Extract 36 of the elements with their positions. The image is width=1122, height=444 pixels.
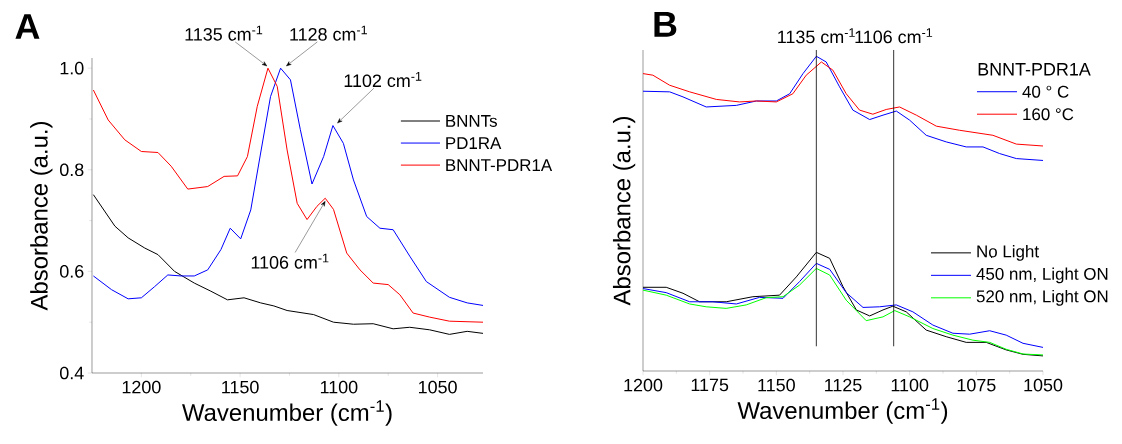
- legend-title: BNNT-PDR1A: [978, 63, 1091, 76]
- chart-title: B: [654, 11, 677, 37]
- y-tick-label: 0.8: [60, 163, 84, 177]
- y-axis-title: Absorbance (a.u.): [612, 116, 636, 306]
- x-tick-label: 1125: [825, 378, 862, 392]
- x-tick-label: 1100: [320, 380, 358, 394]
- annotation: 1102 cm$^{-1}$: [344, 72, 422, 88]
- legend-label: 450 nm, Light ON: [976, 267, 1108, 284]
- chart-title: A: [15, 14, 40, 39]
- x-tick-label: 1150: [222, 380, 259, 394]
- x-tick-label: 1200: [624, 378, 663, 392]
- y-tick-label: 1.0: [60, 61, 84, 75]
- y-tick-label: 0.4: [60, 366, 84, 380]
- legend-label: 40 ° C: [1022, 85, 1069, 98]
- legend-label: BNNTs: [446, 115, 497, 127]
- legend-label: PD1RA: [446, 137, 502, 149]
- legend-label: BNNT-PDR1A: [446, 159, 553, 171]
- x-tick-label: 1200: [122, 380, 161, 394]
- x-axis-title: Wavenumber (cm$^{-1}$): [737, 398, 948, 424]
- annotation: 1135 cm$^{-1}$: [185, 25, 263, 41]
- x-tick-label: 1075: [957, 378, 996, 392]
- legend-label: 520 nm, Light ON: [976, 289, 1108, 306]
- x-tick-label: 1050: [418, 380, 457, 394]
- legend-label: No Light: [977, 244, 1039, 261]
- y-tick-label: 0.6: [60, 265, 84, 278]
- annotation: 1106 cm$^{-1}$: [251, 253, 329, 269]
- x-tick-label: 1175: [691, 378, 729, 392]
- x-tick-label: 1100: [891, 378, 929, 392]
- x-tick-label: 1150: [758, 378, 795, 392]
- ref-line-label: 1135 cm$^{-1}$: [778, 28, 855, 44]
- legend-label: 160 °C: [1023, 108, 1074, 121]
- y-axis-title: Absorbance (a.u.): [30, 121, 53, 311]
- annotation: 1128 cm$^{-1}$: [290, 25, 367, 41]
- ref-line-label: 1106 cm$^{-1}$: [855, 28, 933, 44]
- x-tick-label: 1050: [1024, 378, 1063, 392]
- x-axis-title: Wavenumber (cm$^{-1}$): [182, 400, 392, 426]
